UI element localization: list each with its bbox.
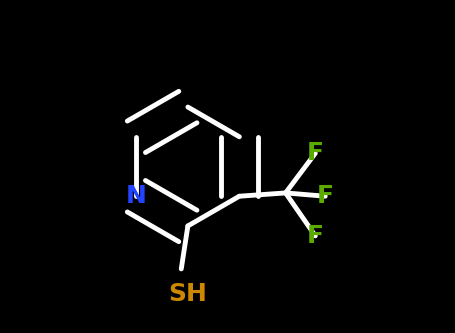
Text: N: N xyxy=(126,184,147,208)
Text: SH: SH xyxy=(168,282,207,306)
Text: F: F xyxy=(307,224,324,248)
Text: F: F xyxy=(317,184,334,208)
Text: F: F xyxy=(307,141,324,165)
